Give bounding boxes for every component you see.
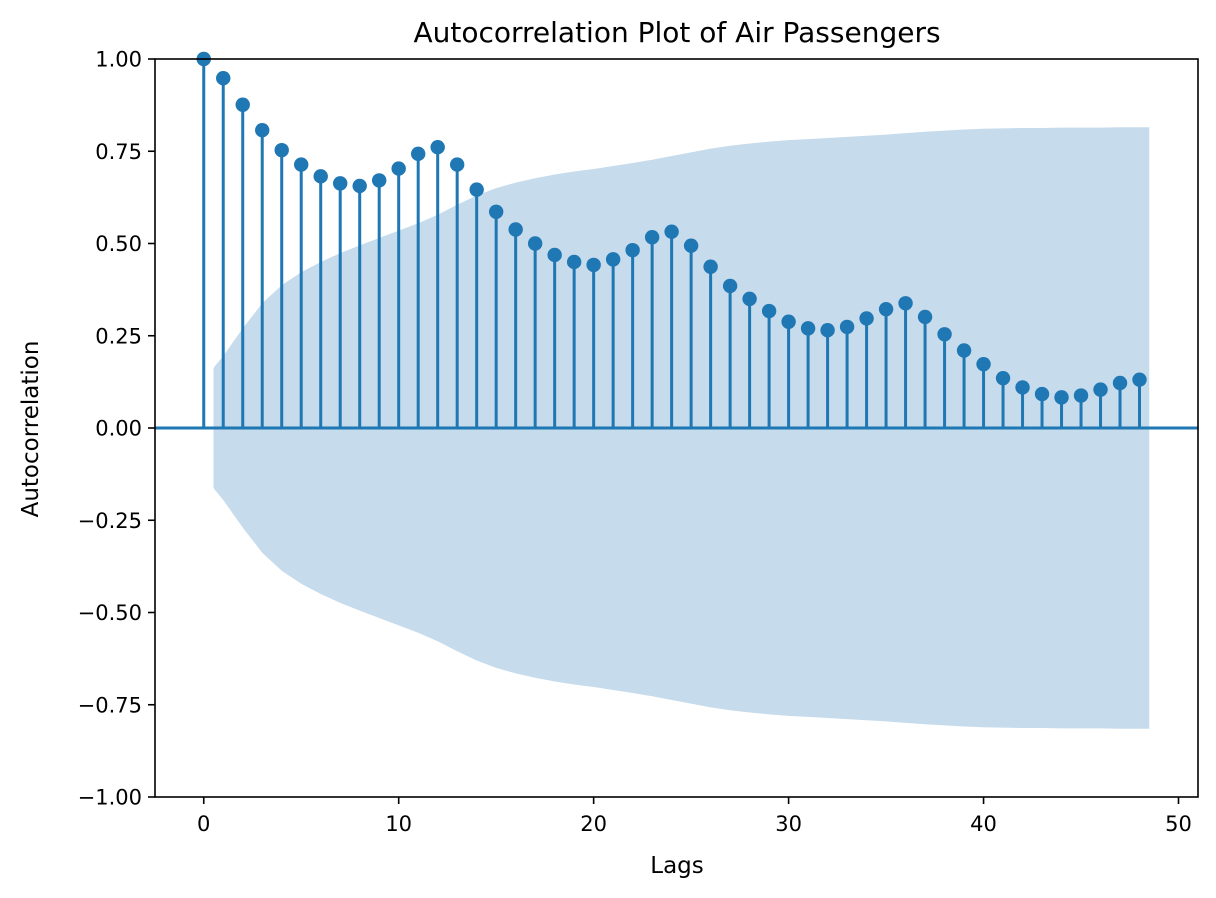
acf-marker	[1073, 388, 1089, 403]
y-axis-label: Autocorrelation	[18, 341, 44, 518]
acf-marker	[352, 178, 367, 194]
acf-marker	[449, 157, 465, 172]
acf-marker	[976, 356, 991, 372]
acf-marker	[878, 301, 894, 317]
acf-marker	[644, 230, 660, 245]
acf-marker	[820, 323, 835, 338]
acf-marker	[410, 146, 426, 162]
acf-marker	[937, 327, 952, 342]
acf-marker	[703, 259, 718, 274]
acf-marker	[664, 224, 679, 239]
acf-marker	[995, 370, 1011, 386]
acf-marker	[586, 257, 601, 273]
acf-marker	[898, 296, 913, 311]
acf-marker	[1015, 380, 1030, 395]
acf-marker	[527, 236, 543, 251]
x-tick-label: 20	[580, 812, 607, 836]
y-tick-label: 0.25	[95, 324, 142, 348]
x-axis-ticks: 0 10 20 30 40 50	[197, 797, 1192, 836]
acf-marker	[255, 123, 270, 138]
acf-marker	[235, 97, 250, 112]
acf-marker	[508, 222, 523, 237]
acf-marker	[742, 291, 757, 307]
y-tick-label: −1.00	[78, 786, 142, 810]
x-tick-label: 30	[775, 812, 802, 836]
acf-marker	[469, 182, 484, 197]
acf-marker	[1132, 372, 1147, 387]
y-tick-label: 0.00	[95, 417, 142, 441]
acf-marker	[371, 173, 387, 188]
acf-marker	[781, 314, 796, 329]
acf-marker	[566, 254, 582, 270]
acf-marker	[1112, 375, 1128, 391]
acf-marker	[488, 204, 504, 219]
acf-marker	[1093, 382, 1108, 397]
acf-marker	[722, 278, 738, 294]
y-tick-label: −0.50	[78, 601, 142, 625]
x-tick-label: 50	[1165, 812, 1192, 836]
y-tick-label: −0.75	[78, 693, 142, 717]
acf-marker	[1054, 390, 1069, 405]
x-tick-label: 40	[970, 812, 997, 836]
acf-marker	[625, 242, 640, 258]
y-tick-label: 0.75	[95, 140, 142, 164]
acf-marker	[430, 139, 445, 155]
acf-marker	[956, 343, 972, 358]
acf-marker	[216, 70, 231, 86]
y-tick-label: −0.25	[78, 509, 142, 533]
acf-marker	[605, 252, 621, 267]
acf-marker	[761, 303, 777, 319]
y-axis-ticks: 1.00 0.75 0.50 0.25 0.00 −0.25 −0.50 −0.75 −1.00	[78, 48, 155, 810]
plot-area	[155, 51, 1198, 729]
acf-marker	[800, 321, 816, 336]
acf-marker	[274, 142, 289, 158]
x-axis-label: Lags	[650, 853, 704, 879]
acf-marker	[917, 309, 933, 325]
x-tick-label: 0	[197, 812, 210, 836]
acf-marker	[333, 176, 348, 191]
chart-title: Autocorrelation Plot of Air Passengers	[413, 16, 940, 49]
acf-marker	[1034, 386, 1050, 402]
acf-marker	[391, 161, 406, 176]
x-tick-label: 10	[385, 812, 412, 836]
y-tick-label: 0.50	[95, 232, 142, 256]
acf-marker	[547, 247, 562, 263]
y-tick-label: 1.00	[95, 48, 142, 72]
acf-marker	[839, 319, 855, 335]
acf-marker	[313, 169, 328, 184]
axes-frame	[154, 58, 1199, 798]
acf-marker	[683, 238, 699, 253]
acf-marker	[859, 311, 874, 326]
acf-marker	[294, 157, 309, 172]
